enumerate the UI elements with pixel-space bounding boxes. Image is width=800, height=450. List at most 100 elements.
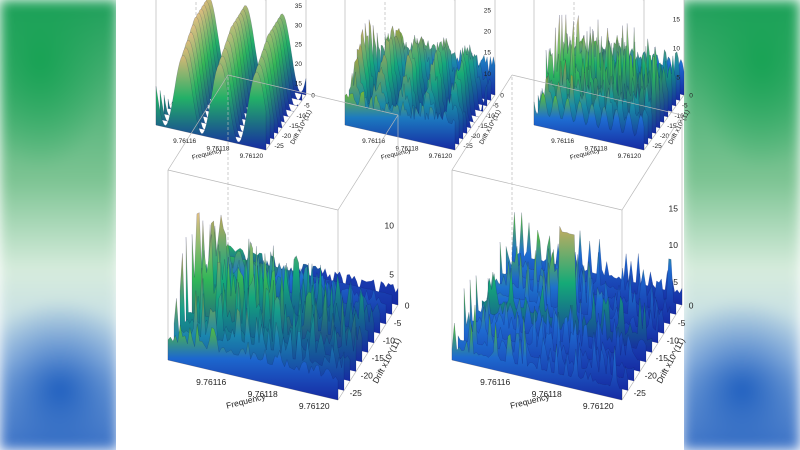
z-tick-label: 5 (676, 75, 680, 82)
peak-point (272, 35, 274, 37)
y-tick-label: -10 (674, 113, 684, 120)
y-tick-label: -25 (350, 388, 363, 398)
peak-point (415, 21, 417, 23)
surface-strip (499, 241, 671, 325)
y-tick-label: -15 (478, 123, 488, 130)
peak-point (195, 25, 197, 27)
y-tick-label: -10 (667, 335, 680, 345)
x-tick-label: 9.76118 (206, 145, 229, 152)
y-tick-label: -25 (652, 143, 662, 150)
y-tick-label: 0 (311, 93, 315, 100)
peak-point (551, 220, 553, 222)
x-tick-label: 9.76116 (173, 138, 196, 145)
surface (344, 19, 496, 151)
y-tick-label: -20 (361, 370, 374, 380)
x-tick-label: 9.76120 (299, 401, 330, 411)
z-axis-ticks: 15 10 5 (673, 16, 681, 81)
peak-point (626, 33, 628, 35)
x-axis-ticks: 9.76116 9.76118 9.76120 (480, 377, 614, 411)
peak-point (386, 36, 388, 38)
y-tick-label: 0 (689, 300, 694, 310)
y-tick-label: -5 (493, 103, 499, 110)
y-tick-label: -5 (394, 318, 402, 328)
peak-point (233, 26, 235, 28)
y-axis-ticks: 0-5 -10 -15 -20 -25 (274, 93, 315, 151)
x-tick-label: 9.76116 (551, 138, 574, 145)
z-axis-ticks: 35 30 25 20 15 (295, 3, 303, 88)
y-tick-label: -25 (634, 388, 647, 398)
y-tick-label: -20 (471, 133, 481, 140)
surface-strip (481, 226, 653, 353)
y-axis-ticks: 0-5 -10 -15 -20 -25 (652, 93, 693, 151)
z-tick-label: 10 (673, 46, 681, 53)
z-tick-label: 15 (484, 50, 492, 57)
x-axis-ticks: 9.76116 9.76118 9.76120 (551, 138, 641, 160)
y-tick-label: -20 (660, 133, 670, 140)
surface-plot-2: 252015109.761169.761189.76120Frequency0-… (344, 0, 504, 162)
x-tick-label: 9.76116 (196, 377, 226, 387)
peak-point (262, 240, 264, 242)
y-tick-label: 0 (500, 93, 504, 100)
x-tick-label: 9.76120 (618, 153, 642, 160)
y-tick-label: 0 (405, 300, 410, 310)
z-tick-label: 10 (484, 71, 492, 78)
background-blur-left (0, 0, 118, 450)
y-tick-label: 0 (689, 93, 693, 100)
x-tick-label: 9.76116 (362, 138, 385, 145)
x-axis-ticks: 9.76116 9.76118 9.76120 (196, 377, 330, 411)
z-tick-label: 15 (673, 16, 681, 23)
y-tick-label: -15 (667, 123, 677, 130)
x-axis-ticks: 9.76116 9.76118 9.76120 (362, 138, 452, 160)
z-axis-ticks: 10 5 (385, 220, 395, 279)
z-tick-label: 10 (669, 240, 679, 250)
x-axis-ticks: 9.76116 9.76118 9.76120 (173, 138, 263, 160)
y-tick-label: -5 (682, 103, 688, 110)
surface-strip (533, 91, 645, 151)
peak-point (589, 25, 591, 27)
x-tick-label: 9.76116 (480, 377, 510, 387)
surface-strip (344, 91, 456, 151)
z-tick-label: 20 (295, 61, 303, 68)
x-tick-label: 9.76118 (584, 145, 607, 152)
x-tick-label: 9.76118 (395, 145, 418, 152)
y-axis-ticks: 0-5 -10 -15 -20 -25 (463, 93, 504, 151)
background-blur-right (682, 0, 800, 450)
z-tick-label: 25 (484, 7, 492, 14)
y-tick-label: -5 (678, 318, 686, 328)
z-axis-ticks: 25 20 15 10 (484, 7, 492, 77)
peak-point (314, 264, 316, 266)
z-tick-label: 35 (295, 3, 303, 10)
surface-plot-4: 1059.761169.761189.76120Frequency0-5-10-… (167, 74, 410, 411)
x-tick-label: 9.76118 (248, 389, 278, 399)
z-tick-label: 15 (669, 203, 679, 213)
y-tick-label: -5 (304, 103, 310, 110)
y-tick-label: -25 (463, 143, 473, 150)
surface-plot-3: 151059.761169.761189.76120Frequency0-5-1… (533, 0, 693, 162)
x-tick-label: 9.76118 (532, 389, 562, 399)
z-axis-ticks: 15 10 5 (669, 203, 679, 287)
x-tick-label: 9.76120 (583, 401, 614, 411)
y-tick-label: -15 (289, 123, 299, 130)
peak-point (527, 257, 529, 259)
x-tick-label: 9.76120 (240, 153, 264, 160)
y-tick-label: -15 (656, 353, 669, 363)
z-tick-label: 25 (295, 42, 303, 49)
z-tick-label: 10 (385, 220, 395, 230)
y-tick-label: -20 (645, 370, 658, 380)
surface-strip (451, 322, 623, 401)
surface-strip (167, 324, 339, 401)
peak-point (239, 235, 241, 237)
y-tick-label: -10 (296, 113, 306, 120)
y-tick-label: -25 (274, 143, 284, 150)
y-tick-label: -15 (372, 353, 385, 363)
surface-strip (463, 288, 635, 382)
surface (533, 14, 685, 151)
surface (451, 212, 683, 401)
x-tick-label: 9.76120 (429, 153, 453, 160)
y-tick-label: -10 (383, 335, 396, 345)
y-tick-label: -20 (282, 133, 292, 140)
y-axis-ticks: 0-5 -10 -15 -20 -25 (634, 300, 694, 397)
y-axis-ticks: 0-5 -10 -15 -20 -25 (350, 300, 410, 397)
peak-point (601, 27, 603, 29)
surface (155, 0, 307, 151)
